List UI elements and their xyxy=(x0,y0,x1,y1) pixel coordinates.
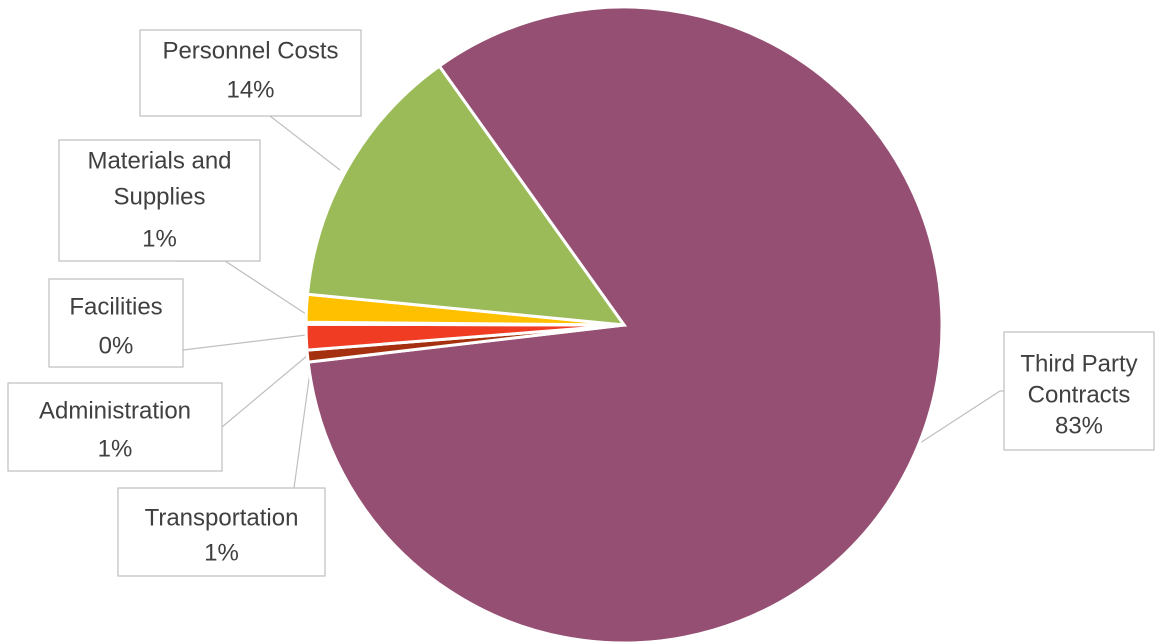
data-label-materials-and-supplies: Materials and Supplies 1% xyxy=(58,139,261,262)
data-label-box xyxy=(7,382,223,472)
pie-slice-personnel-costs xyxy=(305,64,628,327)
data-label-percent: 1% xyxy=(204,539,239,566)
data-label-box xyxy=(48,278,184,368)
data-labels: Third PartyContracts83%Transportation1%A… xyxy=(7,29,1155,577)
leader-line-facilities xyxy=(182,334,307,351)
leader-line-materials-and-supplies xyxy=(175,260,307,315)
pie-slices xyxy=(304,5,944,643)
data-label-percent: 14% xyxy=(226,76,274,103)
data-label-category: Third Party xyxy=(1020,350,1137,377)
data-label-box xyxy=(58,139,261,262)
data-label-administration: Administration 1% xyxy=(7,382,223,472)
data-label-percent: 0% xyxy=(99,332,134,359)
data-label-category: Supplies xyxy=(113,183,205,210)
data-label-category: Facilities xyxy=(69,293,162,320)
data-label-category: Contracts xyxy=(1028,381,1131,408)
data-label-category: Personnel Costs xyxy=(162,37,338,64)
data-label-transportation: Transportation 1% xyxy=(117,487,326,577)
data-label-category: Transportation xyxy=(145,504,299,531)
data-label-category: Materials and xyxy=(87,147,231,174)
data-label-percent: 1% xyxy=(142,225,177,252)
data-label-box xyxy=(139,29,362,117)
data-label-percent: 83% xyxy=(1055,412,1103,439)
data-label-facilities: Facilities 0% xyxy=(48,278,184,368)
leader-line-administration xyxy=(221,354,309,428)
leader-line-transportation xyxy=(293,371,311,489)
data-label-third-party-contracts: Third Party Contracts 83% xyxy=(1003,331,1155,451)
leader-line-personnel-costs xyxy=(269,115,341,171)
data-label-category: Administration xyxy=(39,397,191,424)
data-label-personnel-costs: Personnel Costs 14% xyxy=(139,29,362,117)
data-label-percent: 1% xyxy=(98,435,133,462)
data-label-box xyxy=(117,487,326,577)
leader-line-third-party-contracts xyxy=(919,390,1004,444)
data-label-box xyxy=(1003,331,1155,451)
